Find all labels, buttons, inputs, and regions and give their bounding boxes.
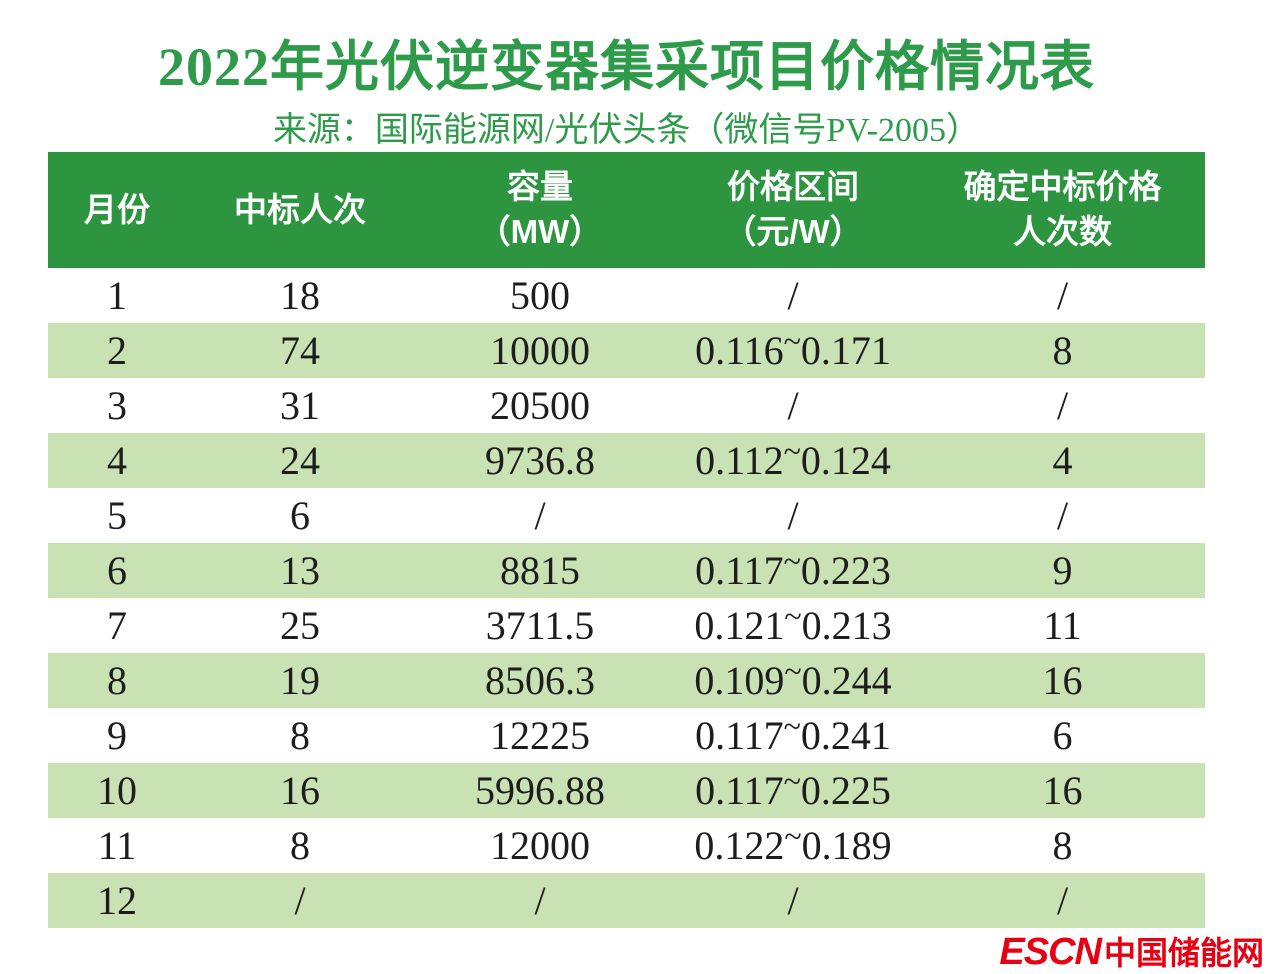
- cell-confirmed-count: 9: [1052, 548, 1073, 593]
- escn-watermark: ESCN 中国储能网: [999, 928, 1264, 974]
- cell-confirmed-count: /: [1056, 273, 1069, 318]
- cell-confirmed-count: 16: [1042, 658, 1083, 703]
- cell-confirmed-count: 8: [1052, 823, 1073, 868]
- cell-confirmed-count: 8: [1052, 328, 1073, 373]
- cell-month: 9: [107, 713, 127, 758]
- cell-capacity: 12000: [490, 823, 590, 868]
- table-row: 11 8 12000 0.122~0.189 8: [48, 818, 1205, 873]
- cell-price-range: 0.122~0.189: [694, 817, 892, 868]
- cell-bidders: 24: [280, 438, 320, 483]
- table-row: 9 8 12225 0.117~0.241 6: [48, 708, 1205, 763]
- header-label: 确定中标价格: [963, 168, 1162, 206]
- cell-price-range: /: [787, 273, 799, 318]
- cell-bidders: 74: [280, 328, 320, 373]
- table-row: 10 16 5996.88 0.117~0.225 16: [48, 763, 1205, 818]
- cell-price-range: 0.121~0.213: [694, 597, 892, 648]
- header-cell-price-range: 价格区间 （元/W）: [666, 152, 920, 268]
- table-row: 3 31 20500 / /: [48, 378, 1205, 433]
- cell-bidders: 8: [290, 823, 310, 868]
- cell-month: 12: [97, 878, 137, 923]
- cell-price-range: 0.117~0.225: [695, 762, 891, 813]
- cell-price-range: /: [787, 878, 799, 923]
- table-row: 1 18 500 / /: [48, 268, 1205, 323]
- cell-bidders: 25: [280, 603, 320, 648]
- table-row: 8 19 8506.3 0.109~0.244 16: [48, 653, 1205, 708]
- cell-capacity: 10000: [490, 328, 590, 373]
- table-row: 4 24 9736.8 0.112~0.124 4: [48, 433, 1205, 488]
- cell-capacity: 8815: [500, 548, 580, 593]
- cell-price-range: /: [787, 493, 799, 538]
- cell-price-range: 0.112~0.124: [695, 432, 891, 483]
- cell-confirmed-count: /: [1056, 493, 1069, 538]
- cell-month: 3: [107, 383, 127, 428]
- cell-bidders: 13: [280, 548, 320, 593]
- cell-bidders: 6: [290, 493, 310, 538]
- cell-capacity: 3711.5: [485, 603, 595, 648]
- cell-bidders: 8: [290, 713, 310, 758]
- cell-bidders: 19: [280, 658, 320, 703]
- cell-price-range: 0.117~0.223: [695, 542, 891, 593]
- cell-confirmed-count: /: [1056, 878, 1069, 923]
- header-cell-capacity: 容量 （MW）: [414, 152, 666, 268]
- cell-month: 4: [107, 438, 127, 483]
- cell-price-range: 0.116~0.171: [695, 322, 891, 373]
- header-label: 中标人次: [234, 190, 366, 228]
- cell-capacity: /: [534, 493, 546, 538]
- cell-confirmed-count: 16: [1042, 768, 1083, 813]
- escn-logo-text: ESCN: [999, 931, 1102, 973]
- cell-month: 8: [107, 658, 127, 703]
- cell-month: 11: [97, 823, 137, 868]
- header-label: 月份: [84, 190, 150, 228]
- page-title: 2022年光伏逆变器集采项目价格情况表: [158, 37, 1095, 97]
- cell-capacity: 20500: [490, 383, 590, 428]
- header-label: 价格区间: [727, 168, 859, 206]
- header-label: 容量: [507, 168, 573, 206]
- cell-bidders: 16: [280, 768, 320, 813]
- cell-month: 2: [107, 328, 127, 373]
- cell-price-range: 0.109~0.244: [694, 652, 892, 703]
- header-cell-month: 月份: [48, 152, 186, 268]
- header-sublabel: （MW）: [477, 213, 603, 250]
- page-subtitle: 来源：国际能源网/光伏头条（微信号PV-2005）: [272, 112, 981, 149]
- table-body: 1 18 500//2 74 10000 0.116~0.171 8 3 31 20500//4 2…: [48, 268, 1205, 928]
- cell-capacity: 8506.3: [485, 658, 595, 703]
- header-sublabel: 人次数: [1013, 213, 1112, 250]
- cell-confirmed-count: 4: [1052, 438, 1073, 483]
- cell-bidders: 18: [280, 273, 320, 318]
- site-name-text: 中国储能网: [1103, 935, 1264, 971]
- cell-capacity: 500: [510, 273, 570, 318]
- cell-month: 1: [107, 273, 127, 318]
- table-row: 5 6 / / /: [48, 488, 1205, 543]
- cell-capacity: 12225: [490, 713, 590, 758]
- cell-confirmed-count: 11: [1043, 603, 1082, 648]
- table-row: 7 25 3711.5 0.121~0.213 11: [48, 598, 1205, 653]
- cell-price-range: /: [787, 383, 799, 428]
- header-row: 月份 中标人次 容量 （MW） 价格区间 （元/W） 确定中标价格 人次数: [48, 152, 1205, 268]
- table-row: 6 13 8815 0.117~0.223 9: [48, 543, 1205, 598]
- cell-capacity: 5996.88: [475, 768, 605, 813]
- cell-confirmed-count: 6: [1052, 713, 1073, 758]
- cell-capacity: /: [534, 878, 546, 923]
- cell-confirmed-count: /: [1056, 383, 1069, 428]
- table-row: 2 74 10000 0.116~0.171 8: [48, 323, 1205, 378]
- cell-month: 10: [97, 768, 137, 813]
- cell-month: 7: [107, 603, 127, 648]
- table-row: 12 / / / /: [48, 873, 1205, 928]
- cell-bidders: 31: [280, 383, 320, 428]
- header-cell-confirmed-count: 确定中标价格 人次数: [920, 152, 1205, 268]
- cell-price-range: 0.117~0.241: [695, 707, 891, 758]
- cell-month: 5: [107, 493, 127, 538]
- header-cell-bidders: 中标人次: [186, 152, 414, 268]
- cell-bidders: /: [294, 878, 306, 923]
- cell-capacity: 9736.8: [485, 438, 595, 483]
- cell-month: 6: [107, 548, 127, 593]
- header-sublabel: （元/W）: [723, 213, 863, 250]
